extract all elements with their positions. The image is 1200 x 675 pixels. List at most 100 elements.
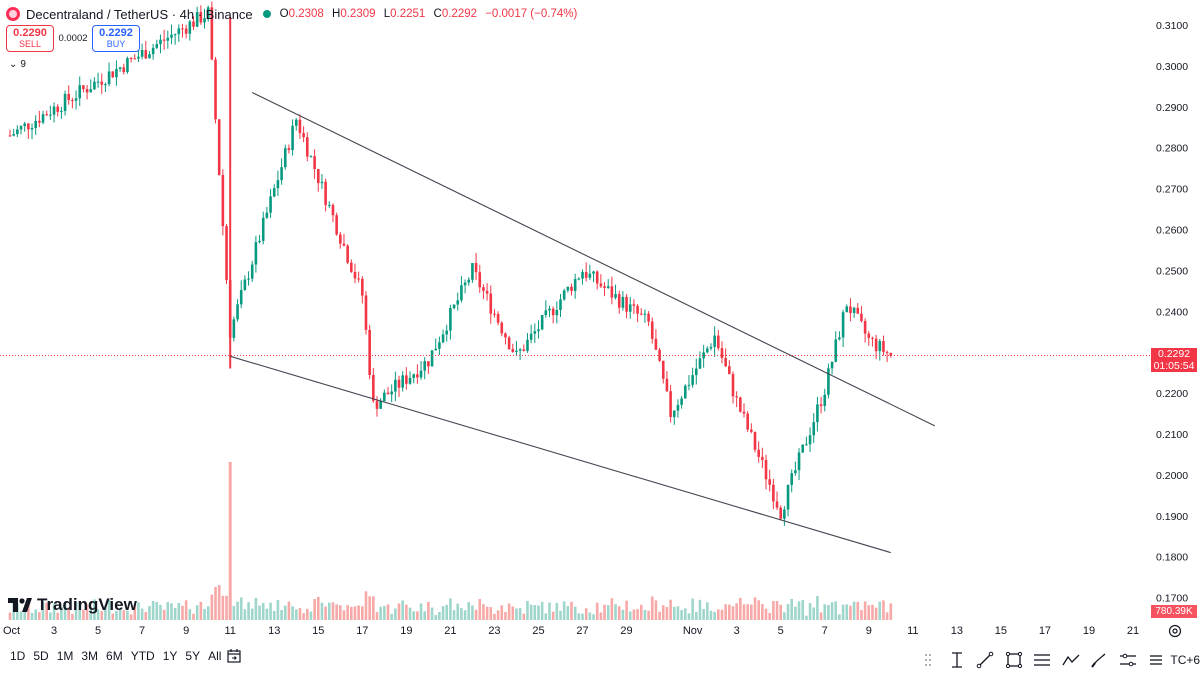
- candle-body: [632, 304, 636, 306]
- candle-body: [838, 337, 841, 340]
- volume-bar: [669, 599, 672, 620]
- volume-bar: [375, 612, 379, 620]
- volume-bar: [335, 604, 338, 620]
- price-chart[interactable]: 0.3100 0.3000 0.2900 0.2800 0.2700 0.2600 0.25…: [0, 0, 1200, 642]
- time-tick-label: 5: [95, 625, 101, 637]
- range-3m[interactable]: 3M: [81, 649, 99, 663]
- candle-body: [122, 67, 126, 73]
- volume-bar: [845, 604, 849, 620]
- candle-body: [805, 444, 808, 446]
- more-tools-icon[interactable]: [1142, 647, 1170, 673]
- volume-bar: [30, 612, 34, 620]
- volume-bar: [243, 609, 247, 620]
- time-tick-label: 11: [907, 625, 918, 637]
- range-1y[interactable]: 1Y: [162, 649, 178, 663]
- range-5y[interactable]: 5Y: [185, 649, 201, 663]
- volume-bar: [548, 602, 551, 620]
- candle-body: [247, 278, 250, 280]
- range-all[interactable]: All: [208, 649, 222, 663]
- candle-body: [412, 374, 415, 378]
- candle-body: [614, 294, 617, 298]
- price-tick-label: 0.2900: [1156, 102, 1188, 114]
- calendar-range-icon[interactable]: [226, 648, 242, 664]
- cursor-text-icon[interactable]: [942, 647, 970, 673]
- volume-bar: [214, 586, 217, 620]
- candle-body: [603, 286, 606, 288]
- volume-bar: [195, 605, 199, 620]
- axis-settings-icon[interactable]: [1168, 624, 1182, 638]
- candle-body: [706, 348, 709, 353]
- volume-bar: [96, 609, 100, 620]
- brush-tool-icon[interactable]: [1085, 647, 1113, 673]
- candle-body: [206, 7, 210, 19]
- volume-bar: [445, 604, 449, 620]
- volume-bar: [852, 601, 856, 620]
- price-tick-label: 0.2800: [1156, 143, 1188, 155]
- buy-button[interactable]: 0.2292 BUY: [92, 25, 140, 52]
- range-1d[interactable]: 1D: [10, 649, 26, 663]
- measure-tool-icon[interactable]: [1113, 647, 1141, 673]
- trendline-upper[interactable]: [251, 91, 936, 427]
- volume-bar: [603, 604, 606, 620]
- candle-body: [327, 204, 331, 206]
- range-6m[interactable]: 6M: [106, 649, 123, 663]
- volume-bar: [327, 602, 331, 620]
- volume-bar: [467, 602, 471, 620]
- candles: [8, 1, 893, 526]
- fib-tool-icon[interactable]: [1028, 647, 1056, 673]
- candle-body: [287, 148, 291, 151]
- volume-bar: [647, 610, 650, 620]
- sell-button[interactable]: 0.2290 SELL: [6, 25, 54, 52]
- candle-body: [320, 181, 324, 184]
- candle-body: [85, 89, 89, 93]
- volume-bar: [361, 606, 364, 620]
- volume-bar: [85, 604, 89, 620]
- time-tick-label: 21: [444, 625, 456, 637]
- drag-handle-icon[interactable]: [914, 647, 942, 673]
- high-value: 0.2309: [340, 8, 376, 20]
- price-axis: 0.3100 0.3000 0.2900 0.2800 0.2700 0.2600 0.25…: [1156, 20, 1188, 605]
- candle-body: [849, 306, 852, 313]
- current-price-label: 0.2292 01:05:54: [1151, 348, 1197, 373]
- candle-body: [401, 375, 404, 388]
- price-tick-label: 0.2500: [1156, 265, 1188, 277]
- candle-body: [757, 449, 760, 457]
- rectangle-tool-icon[interactable]: [999, 647, 1027, 673]
- volume-bar: [636, 609, 639, 620]
- pattern-tool-icon[interactable]: [1056, 647, 1084, 673]
- volume-bar: [181, 605, 184, 620]
- volume-bar: [45, 602, 48, 620]
- candle-body: [518, 349, 522, 351]
- volume-bar: [148, 606, 151, 620]
- trendline-lower[interactable]: [230, 355, 891, 554]
- candle-body: [551, 308, 555, 316]
- candle-body: [361, 278, 364, 296]
- trend-line-tool-icon[interactable]: [971, 647, 999, 673]
- range-1m[interactable]: 1M: [56, 649, 74, 663]
- symbol-title[interactable]: Decentraland / TetherUS · 4h · Binance: [26, 6, 253, 22]
- volume-bar: [346, 605, 349, 620]
- candle-body: [559, 299, 562, 311]
- candle-body: [463, 282, 467, 286]
- drawing-toolbar: TC+6: [914, 645, 1200, 675]
- time-tick-label: 13: [268, 625, 280, 637]
- indicators-toggle[interactable]: ⌄ 9: [6, 56, 29, 72]
- tradingview-logo[interactable]: TradingView: [8, 595, 137, 615]
- candle-body: [665, 378, 669, 392]
- range-5d[interactable]: 5D: [33, 649, 49, 663]
- volume-bar: [390, 613, 393, 620]
- range-ytd[interactable]: YTD: [130, 649, 155, 663]
- candle-body: [148, 54, 151, 59]
- candle-body: [45, 114, 48, 116]
- volume-bar: [19, 611, 23, 620]
- volume-bar: [761, 604, 764, 620]
- timezone-label[interactable]: TC+6: [1170, 653, 1200, 667]
- volume-bar: [342, 610, 346, 620]
- candle-body: [254, 242, 258, 265]
- candle-body: [691, 375, 694, 385]
- candle-body: [449, 308, 452, 331]
- candle-body: [291, 125, 294, 151]
- volume-bar: [93, 599, 96, 620]
- candle-body: [694, 368, 698, 376]
- volume-bar: [386, 604, 390, 620]
